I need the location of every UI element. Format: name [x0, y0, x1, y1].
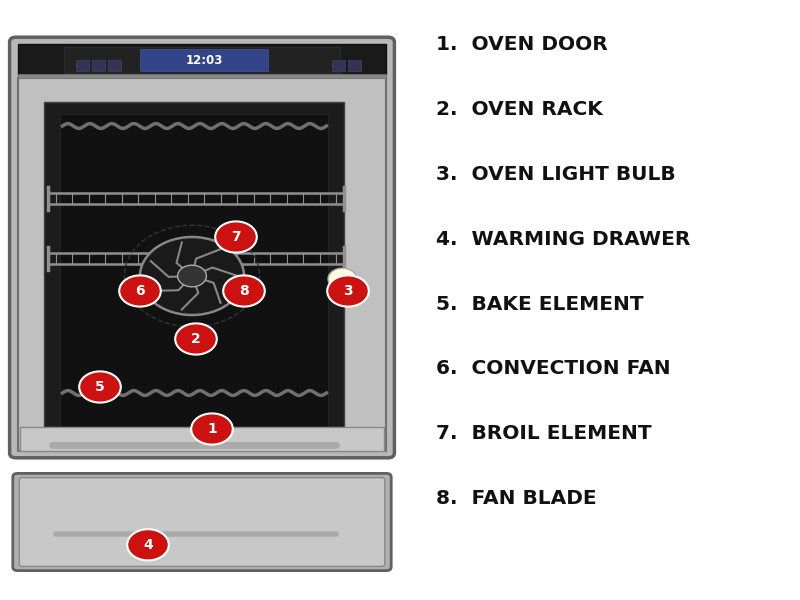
FancyBboxPatch shape: [13, 473, 391, 571]
Circle shape: [175, 323, 217, 355]
Bar: [108, 60, 121, 71]
Text: 8.  FAN BLADE: 8. FAN BLADE: [436, 489, 597, 508]
Text: 4.  WARMING DRAWER: 4. WARMING DRAWER: [436, 230, 690, 249]
Bar: [18, 44, 386, 75]
Text: 1: 1: [207, 422, 217, 436]
Bar: [332, 60, 345, 71]
Bar: [348, 60, 361, 71]
Circle shape: [127, 529, 169, 560]
Text: 8: 8: [239, 284, 249, 298]
Text: 5: 5: [95, 380, 105, 394]
Text: 2.  OVEN RACK: 2. OVEN RACK: [436, 100, 603, 119]
Bar: [76, 60, 89, 71]
Bar: [64, 47, 340, 73]
Circle shape: [328, 268, 357, 290]
Text: 3.  OVEN LIGHT BULB: 3. OVEN LIGHT BULB: [436, 165, 676, 184]
Circle shape: [327, 275, 369, 307]
Text: 12:03: 12:03: [186, 53, 222, 67]
Text: 2: 2: [191, 332, 201, 346]
Circle shape: [223, 275, 265, 307]
Circle shape: [178, 265, 206, 287]
Bar: [20, 427, 384, 451]
Text: 6.  CONVECTION FAN: 6. CONVECTION FAN: [436, 359, 670, 379]
Text: 6: 6: [135, 284, 145, 298]
Circle shape: [79, 371, 121, 403]
Bar: [18, 74, 386, 78]
FancyBboxPatch shape: [10, 37, 394, 458]
Text: 3: 3: [343, 284, 353, 298]
Bar: [140, 49, 268, 71]
Bar: [92, 60, 105, 71]
Text: 7.  BROIL ELEMENT: 7. BROIL ELEMENT: [436, 424, 652, 443]
Bar: [60, 114, 328, 429]
Text: 1.  OVEN DOOR: 1. OVEN DOOR: [436, 35, 608, 55]
Bar: [18, 78, 386, 451]
Bar: [44, 102, 344, 438]
Circle shape: [140, 237, 244, 315]
Circle shape: [191, 413, 233, 445]
Text: 5.  BAKE ELEMENT: 5. BAKE ELEMENT: [436, 295, 644, 314]
Text: 7: 7: [231, 230, 241, 244]
Text: 4: 4: [143, 538, 153, 552]
Circle shape: [119, 275, 161, 307]
Circle shape: [215, 221, 257, 253]
FancyBboxPatch shape: [19, 478, 385, 566]
